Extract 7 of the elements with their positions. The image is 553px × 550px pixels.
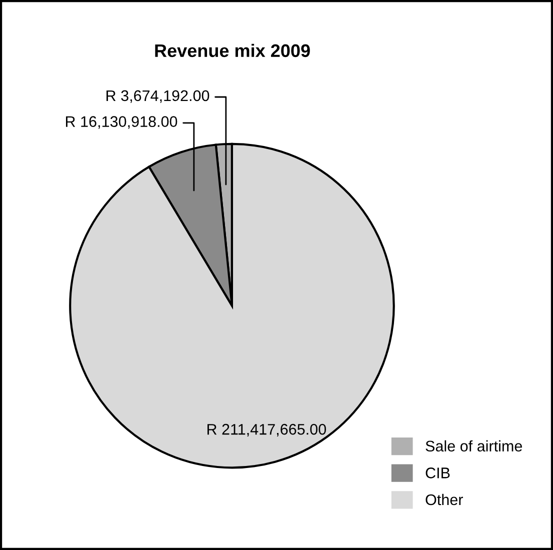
data-label: R 3,674,192.00 xyxy=(106,90,210,103)
legend-label: CIB xyxy=(426,468,450,478)
data-label: R 211,417,665.00 xyxy=(207,424,326,437)
legend-label: Sale of airtime xyxy=(426,440,522,452)
legend-label: Other xyxy=(426,494,463,506)
data-label: R 16,130,918.00 xyxy=(66,116,178,129)
chart-title: Revenue mix 2009 xyxy=(155,44,310,58)
